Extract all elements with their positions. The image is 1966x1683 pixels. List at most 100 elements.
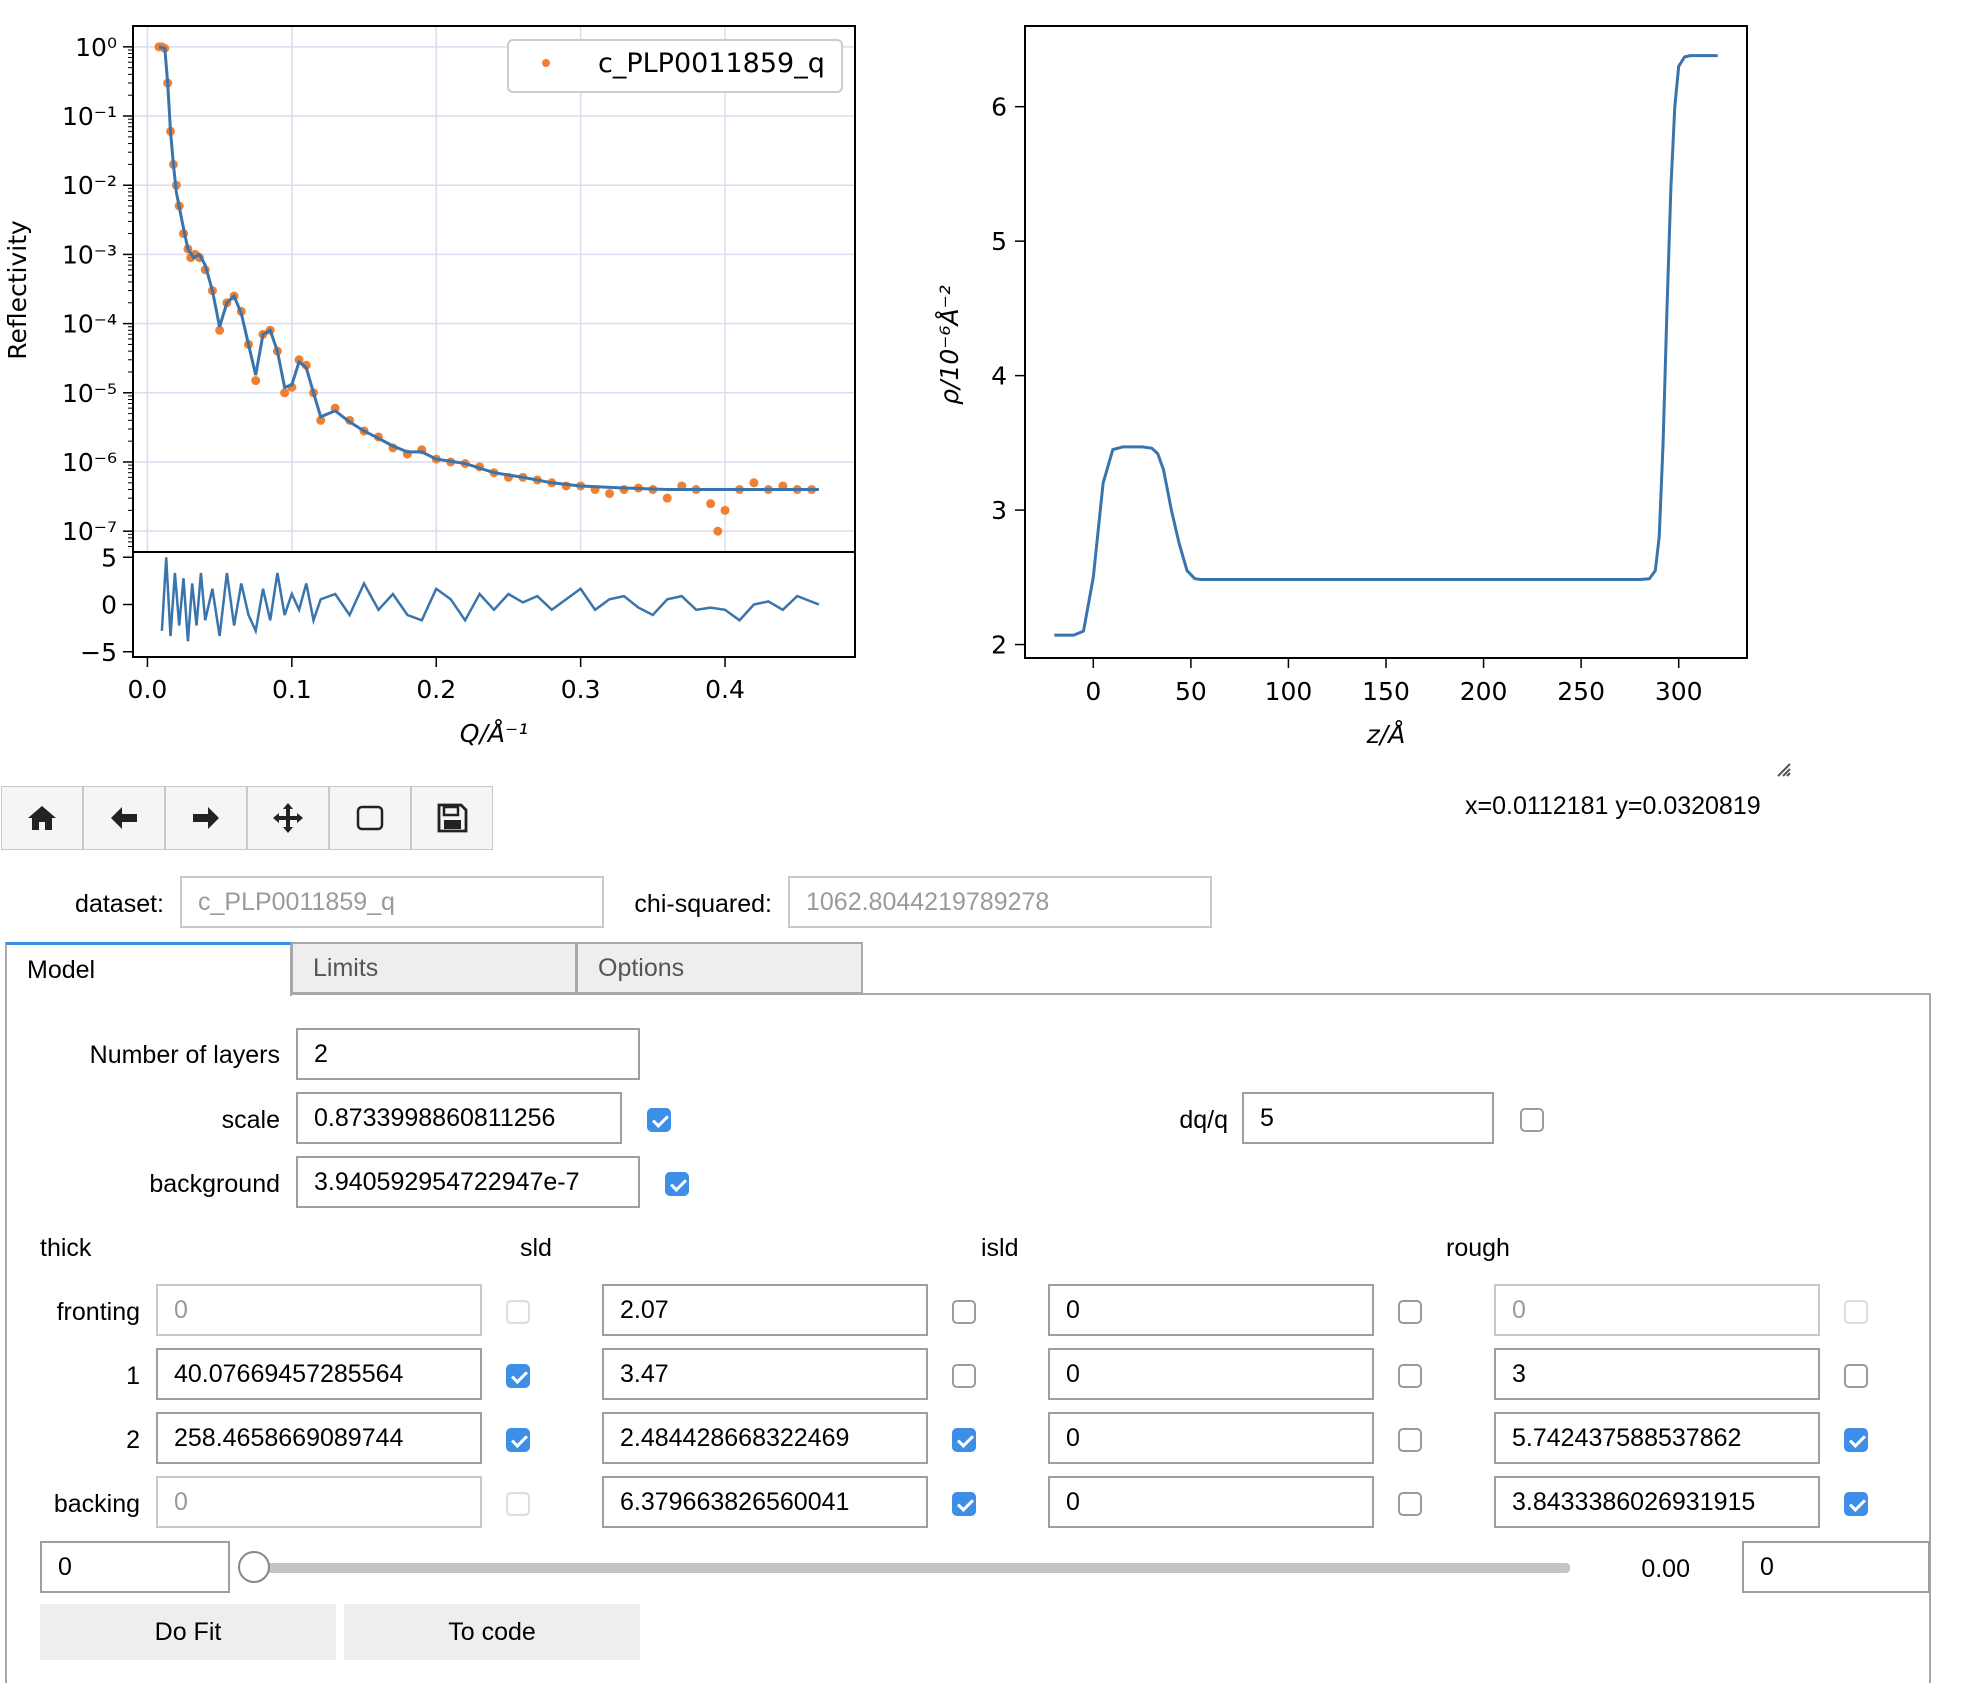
layer-sld-input[interactable]: 2.07 — [602, 1284, 928, 1336]
col-header-thick: thick — [40, 1234, 92, 1262]
layer-rough-vary-checkbox[interactable] — [1844, 1364, 1868, 1388]
layer-row-label: fronting — [56, 1298, 140, 1326]
slider-track[interactable] — [252, 1563, 1570, 1573]
x-tick-label: 100 — [1265, 677, 1313, 706]
layer-thick-vary-checkbox[interactable] — [506, 1364, 530, 1388]
x-tick-label: 150 — [1362, 677, 1410, 706]
scale-input[interactable]: 0.8733998860811256 — [296, 1092, 622, 1144]
layer-thick-vary-checkbox[interactable] — [506, 1300, 530, 1324]
dataset-label: dataset: — [75, 890, 164, 918]
residuals-line — [160, 557, 820, 642]
slider-max-input[interactable]: 0 — [1742, 1541, 1930, 1593]
x-tick-label: 0.4 — [705, 675, 745, 704]
slider-thumb[interactable] — [238, 1551, 270, 1583]
chi-squared-field[interactable]: 1062.8044219789278 — [788, 876, 1212, 928]
dataset-field[interactable]: c_PLP0011859_q — [180, 876, 604, 928]
y-tick-label: 10⁻⁵ — [62, 379, 117, 408]
save-button[interactable] — [411, 786, 493, 850]
layer-isld-input[interactable]: 0 — [1048, 1476, 1374, 1528]
resid-y-tick-label: −5 — [80, 638, 117, 667]
tab-options[interactable]: Options — [576, 942, 863, 994]
number-of-layers-input[interactable]: 2 — [296, 1028, 640, 1080]
move-icon — [273, 803, 303, 833]
x-tick-label: 0.1 — [272, 675, 312, 704]
layer-isld-vary-checkbox[interactable] — [1398, 1492, 1422, 1516]
to-code-button[interactable]: To code — [344, 1604, 640, 1660]
layer-rough-vary-checkbox[interactable] — [1844, 1428, 1868, 1452]
layer-row-label: 2 — [126, 1426, 140, 1454]
slider-min-input[interactable]: 0 — [40, 1541, 230, 1593]
col-header-rough: rough — [1446, 1234, 1510, 1262]
home-button[interactable] — [1, 786, 83, 850]
x-tick-label: 0.3 — [561, 675, 601, 704]
dqq-vary-checkbox[interactable] — [1520, 1108, 1544, 1132]
save-icon — [437, 803, 468, 833]
layer-row-label: 1 — [126, 1362, 140, 1390]
layer-isld-vary-checkbox[interactable] — [1398, 1428, 1422, 1452]
layer-rough-vary-checkbox[interactable] — [1844, 1300, 1868, 1324]
resid-y-tick-label: 0 — [101, 591, 117, 620]
y-tick-label: 4 — [991, 362, 1007, 391]
tab-limits[interactable]: Limits — [291, 942, 577, 994]
reflectivity-chart[interactable]: 10⁰ 10⁻¹ 10⁻² 10⁻³ 10⁻⁴ 10⁻⁵ 10⁻⁶ 10⁻⁷ 5 0 −5 0.0… — [0, 0, 880, 760]
layer-thick-input[interactable]: 258.4658669089744 — [156, 1412, 482, 1464]
layer-thick-input[interactable]: 40.07669457285564 — [156, 1348, 482, 1400]
tab-model[interactable]: Model — [5, 942, 292, 996]
layer-sld-vary-checkbox[interactable] — [952, 1428, 976, 1452]
back-button[interactable] — [83, 786, 165, 850]
layer-rough-input[interactable]: 5.742437588537862 — [1494, 1412, 1820, 1464]
legend-label: c_PLP0011859_q — [598, 48, 825, 79]
layer-sld-input[interactable]: 3.47 — [602, 1348, 928, 1400]
layer-rough-input[interactable]: 0 — [1494, 1284, 1820, 1336]
layer-thick-vary-checkbox[interactable] — [506, 1428, 530, 1452]
background-input[interactable]: 3.940592954722947e-7 — [296, 1156, 640, 1208]
scale-vary-checkbox[interactable] — [647, 1108, 671, 1132]
dqq-input[interactable]: 5 — [1242, 1092, 1494, 1144]
x-tick-label: 200 — [1460, 677, 1508, 706]
dqq-label: dq/q — [1179, 1106, 1228, 1134]
do-fit-button[interactable]: Do Fit — [40, 1604, 336, 1660]
col-header-sld: sld — [520, 1234, 552, 1262]
data-point — [215, 325, 225, 335]
coordinate-readout: x=0.0112181 y=0.0320819 — [1465, 792, 1761, 820]
layer-row-label: backing — [53, 1490, 140, 1518]
layer-sld-vary-checkbox[interactable] — [952, 1492, 976, 1516]
back-arrow-icon — [111, 807, 137, 829]
y-tick-label: 6 — [991, 93, 1007, 122]
layer-isld-vary-checkbox[interactable] — [1398, 1300, 1422, 1324]
y-tick-label: 10⁻² — [62, 171, 117, 200]
sld-y-label: ρ/10⁻⁶Å⁻² — [935, 285, 964, 405]
layer-rough-input[interactable]: 3 — [1494, 1348, 1820, 1400]
forward-arrow-icon — [193, 807, 219, 829]
y-tick-label: 10⁻³ — [62, 240, 117, 269]
layer-sld-vary-checkbox[interactable] — [952, 1300, 976, 1324]
y-tick-label: 10⁰ — [75, 33, 117, 62]
data-point — [605, 489, 615, 499]
x-tick-label: 0 — [1085, 677, 1101, 706]
x-tick-label: 250 — [1557, 677, 1605, 706]
forward-button[interactable] — [165, 786, 247, 850]
layer-thick-vary-checkbox[interactable] — [506, 1492, 530, 1516]
layer-isld-input[interactable]: 0 — [1048, 1348, 1374, 1400]
layer-isld-input[interactable]: 0 — [1048, 1284, 1374, 1336]
chart-legend: c_PLP0011859_q — [507, 39, 843, 93]
data-point — [713, 526, 723, 536]
sld-profile-chart[interactable]: 2 3 4 5 6 0 50 100 150 200 250 300 ρ/10⁻⁶Å⁻² z/Å — [900, 0, 1966, 780]
tab-panel — [5, 993, 1931, 1683]
layer-thick-input[interactable]: 0 — [156, 1284, 482, 1336]
layer-sld-input[interactable]: 2.484428668322469 — [602, 1412, 928, 1464]
layer-isld-input[interactable]: 0 — [1048, 1412, 1374, 1464]
background-vary-checkbox[interactable] — [665, 1172, 689, 1196]
layer-thick-input[interactable]: 0 — [156, 1476, 482, 1528]
data-point — [706, 499, 716, 509]
layer-rough-vary-checkbox[interactable] — [1844, 1492, 1868, 1516]
layer-sld-input[interactable]: 6.379663826560041 — [602, 1476, 928, 1528]
layer-sld-vary-checkbox[interactable] — [952, 1364, 976, 1388]
layer-isld-vary-checkbox[interactable] — [1398, 1364, 1422, 1388]
zoom-button[interactable] — [329, 786, 411, 850]
resize-handle-icon[interactable] — [1777, 763, 1791, 777]
resid-y-tick-label: 5 — [101, 543, 117, 572]
layer-rough-input[interactable]: 3.8433386026931915 — [1494, 1476, 1820, 1528]
reflectivity-y-label: Reflectivity — [3, 220, 32, 360]
pan-button[interactable] — [247, 786, 329, 850]
